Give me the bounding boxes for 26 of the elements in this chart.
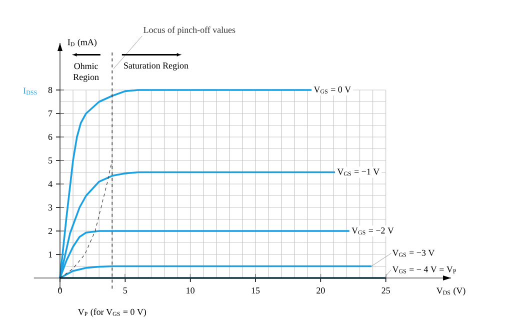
series-label: V$_{GS}$ = 0 V — [314, 86, 351, 94]
x-axis-title: V$_{DS}$ (V) — [436, 287, 466, 296]
x-tick-label: 25 — [382, 287, 390, 294]
x-tick-label: 20 — [316, 287, 325, 294]
text: V$_{GS}$ = −3 V — [392, 250, 435, 257]
y-tick-label: 5 — [48, 158, 52, 164]
y-tick-label: 4 — [48, 181, 52, 187]
text: V$_{P}$ (for V$_{GS}$ = 0 V) — [78, 308, 146, 317]
y-tick-label: 1 — [48, 252, 52, 258]
x-tick-label: 0 — [58, 287, 62, 294]
series-label: V$_{GS}$ = −2 V — [352, 228, 394, 234]
y-tick-label: 3 — [48, 204, 52, 211]
y-tick-label: 8 — [48, 86, 52, 94]
text: I$_{DSS}$ — [23, 88, 37, 95]
annotation: Saturation Region — [124, 62, 188, 70]
y-tick-label: 2 — [48, 228, 52, 234]
annotation: Ohmic Region — [73, 62, 99, 82]
y-tick-label: 6 — [48, 134, 52, 140]
series-label: V$_{GS}$ = − 4 V = V$_{P}$ — [392, 266, 456, 274]
x-tick-label: 10 — [186, 287, 194, 294]
series-label: V$_{GS}$ = −1 V — [337, 168, 380, 176]
y-axis-title: I$_{D}$ (mA) — [68, 38, 96, 48]
y-tick-label: 7 — [48, 110, 52, 116]
x-tick-label: 5 — [123, 287, 128, 294]
text: Locus of pinch-off values — [144, 26, 236, 35]
x-tick-label: 15 — [252, 287, 260, 294]
